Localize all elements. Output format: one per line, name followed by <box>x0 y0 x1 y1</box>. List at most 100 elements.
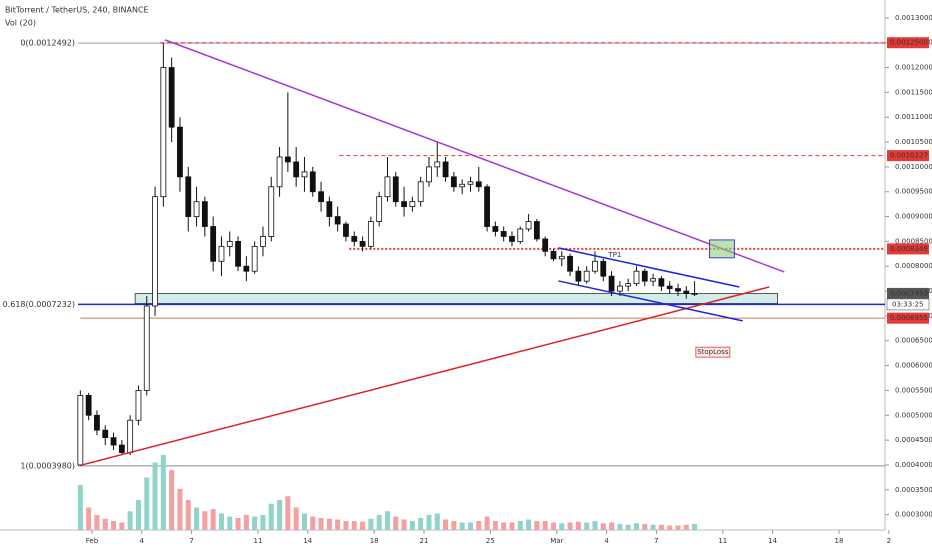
candle-body <box>201 201 208 227</box>
volume-bar <box>683 524 689 530</box>
candle-body <box>284 156 291 163</box>
volume-bar <box>252 516 258 530</box>
candle-body <box>683 290 690 294</box>
volume-bar <box>633 523 639 530</box>
candle-body <box>193 201 200 217</box>
volume-bar <box>526 519 532 530</box>
volume-bar <box>285 496 291 530</box>
support-zone <box>134 293 778 304</box>
target-box <box>709 239 735 259</box>
annotation: StopLoss <box>697 348 729 356</box>
candle-body <box>459 183 466 188</box>
volume-bar <box>476 521 482 530</box>
volume-bar <box>434 513 440 530</box>
y-tick-label: 0.0003000 <box>895 511 932 519</box>
y-tick-label: 0.0008000 <box>895 262 932 270</box>
candle-body <box>326 201 333 217</box>
volume-bar <box>426 515 432 530</box>
volume-bar <box>177 488 183 530</box>
volume-bar <box>393 516 399 530</box>
volume-bar <box>169 470 175 530</box>
volume-bar <box>210 509 216 530</box>
volume-bar <box>459 522 465 530</box>
x-tick-label: 18 <box>835 537 844 545</box>
volume-bar <box>484 516 490 530</box>
volume-bar <box>119 522 125 530</box>
volume-bar <box>592 521 598 530</box>
level-tag: 0.0012500 <box>890 39 928 47</box>
candle-body <box>450 176 457 188</box>
candle-body <box>251 245 258 272</box>
y-tick-label: 0.0004500 <box>895 436 932 444</box>
y-tick-label: 0.0003500 <box>895 486 932 494</box>
candle-body <box>492 226 499 232</box>
candle-body <box>218 245 225 262</box>
y-tick-label: 0.0011500 <box>895 88 932 96</box>
candle-body <box>359 241 366 247</box>
candle-body <box>633 270 640 285</box>
level-tag-bg <box>887 150 929 162</box>
level-tag: 0.0008349 <box>890 245 928 253</box>
candle-body <box>658 278 665 287</box>
y-tick-label: 0.0010000 <box>895 163 932 171</box>
countdown: 03:33:25 <box>892 300 923 308</box>
candle-body <box>392 176 399 203</box>
candle-body <box>467 181 474 185</box>
candle-body <box>260 236 266 247</box>
x-tick-label: 2 <box>887 537 891 545</box>
candle-body <box>343 223 349 237</box>
candle-body <box>367 221 374 247</box>
volume-bar <box>575 521 581 530</box>
y-tick-label: 0.0006000 <box>895 362 932 370</box>
candle-body <box>351 236 358 242</box>
level-tag: 0.0006955 <box>890 314 928 322</box>
fib-label: 1(0.0003980) <box>20 461 75 470</box>
volume-bar <box>301 513 307 530</box>
trend-line <box>164 39 785 273</box>
y-tick-label: 0.0011000 <box>895 113 932 121</box>
volume-bar <box>335 519 341 530</box>
candle-body <box>210 226 217 262</box>
candle-body <box>94 414 100 431</box>
volume-bar <box>625 524 631 530</box>
volume-bar <box>185 500 191 530</box>
candle-body <box>616 285 623 292</box>
x-tick-label: 18 <box>370 537 379 545</box>
candle-body <box>517 228 524 242</box>
candle-body <box>152 196 158 307</box>
volume-bar <box>351 521 357 530</box>
y-tick-label: 0.0008500 <box>895 237 932 245</box>
volume-bar <box>609 522 615 530</box>
volume-bar <box>227 516 233 530</box>
volume-bar <box>243 515 249 530</box>
trend-line <box>558 280 743 322</box>
volume-bar <box>584 522 590 530</box>
candle-body <box>409 201 416 208</box>
candle-body <box>666 285 673 289</box>
candle-body <box>434 161 441 168</box>
candle-body <box>135 390 142 421</box>
candle-body <box>650 278 656 282</box>
last-price-tag: 0.0007453 <box>890 289 928 297</box>
candle-body <box>641 270 648 282</box>
volume-bar <box>77 485 83 530</box>
x-tick-label: 7 <box>189 537 193 545</box>
x-tick-label: 11 <box>718 537 727 545</box>
x-tick-label: 7 <box>654 537 658 545</box>
volume-bar <box>559 523 565 530</box>
volume-bar <box>675 525 681 530</box>
volume-bar <box>310 516 316 530</box>
candle-body <box>442 161 449 178</box>
candle-body <box>334 216 341 225</box>
volume-bar <box>144 477 150 530</box>
trend-line <box>81 286 770 466</box>
y-tick-label: 0.0005500 <box>895 386 932 394</box>
candle-body <box>293 161 300 178</box>
volume-bar <box>509 522 515 530</box>
volume-bar <box>501 522 507 530</box>
volume-bar <box>409 521 415 530</box>
y-tick-label: 0.0010500 <box>895 138 932 146</box>
volume-bar <box>443 519 449 530</box>
fib-label: 0(0.0012492) <box>20 39 75 48</box>
candle-body <box>77 394 84 466</box>
